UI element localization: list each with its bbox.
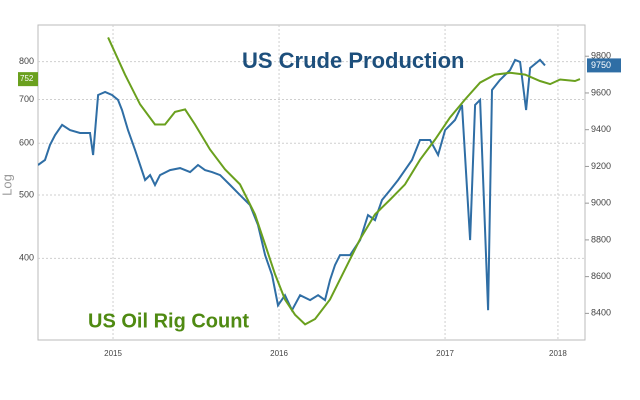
line — [107, 36, 581, 326]
y-axis-label: Log — [0, 174, 14, 196]
value-badge — [587, 58, 621, 73]
x-tick-label: 2017 — [436, 349, 454, 358]
y-tick-label: 700 — [19, 94, 34, 104]
y2-tick-label: 8400 — [591, 308, 611, 318]
line — [38, 58, 546, 313]
x-tick-label: 2016 — [270, 349, 288, 358]
y2-tick-label: 9800 — [591, 51, 611, 61]
y-tick-label: 800 — [19, 56, 34, 66]
value-badge — [18, 72, 38, 87]
value-badge-label: 9750 — [591, 60, 611, 70]
plot-area — [37, 24, 586, 341]
x-tick-label: 2015 — [104, 349, 122, 358]
x-tick-label: 2018 — [549, 349, 567, 358]
y2-tick-label: 9600 — [591, 87, 611, 97]
series-title: US Oil Rig Count — [88, 310, 249, 332]
y-tick-label: 500 — [19, 189, 34, 199]
value-badge-label: 752 — [20, 74, 34, 83]
y2-tick-label: 9000 — [591, 198, 611, 208]
y2-tick-label: 8600 — [591, 271, 611, 281]
y2-tick-label: 9400 — [591, 124, 611, 134]
y2-tick-label: 8800 — [591, 234, 611, 244]
y-tick-label: 600 — [19, 138, 34, 148]
series-title: US Crude Production — [242, 48, 464, 73]
y-tick-label: 400 — [19, 253, 34, 263]
y2-tick-label: 9200 — [591, 161, 611, 171]
